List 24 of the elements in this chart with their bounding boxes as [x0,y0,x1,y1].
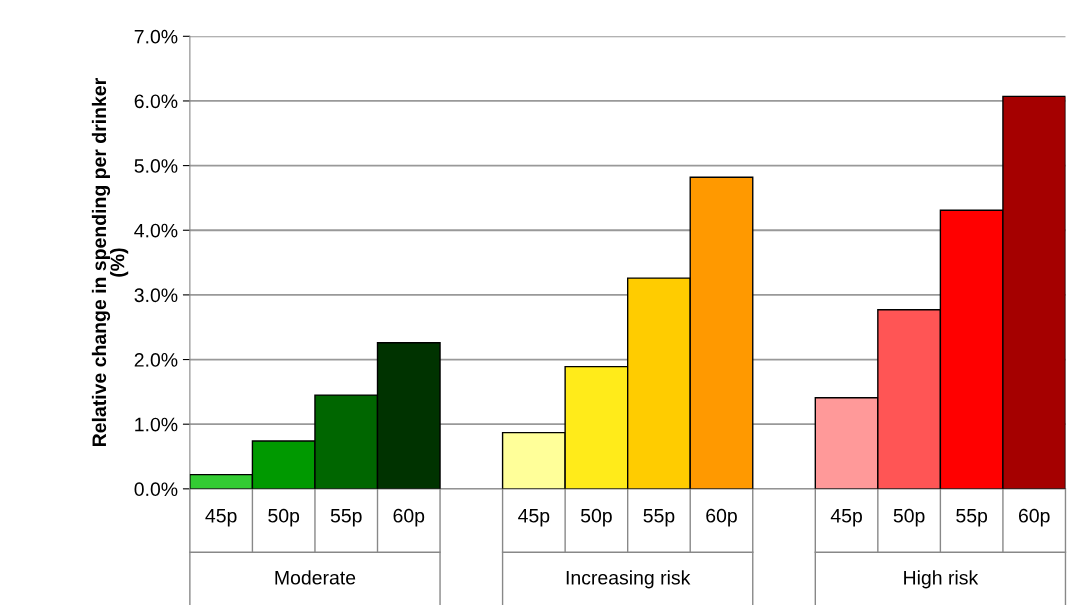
y-tick-label: 0.0% [134,482,178,497]
x-tick-label: 50p [268,508,300,527]
y-tick-label: 5.0% [134,159,178,173]
text: High risk [904,570,979,589]
x-tick-label: 55p [643,509,675,527]
y-tick-label: 1.0% [135,417,178,432]
text: Moderate [275,570,356,585]
y-tick-label: 7.0% [134,29,178,44]
x-tick-label: 60p [1018,508,1050,527]
x-tick-label: 55p [956,509,988,527]
y-axis-title: Relative change in spending per drinker (%) [91,78,129,447]
text: Increasing risk [566,570,691,589]
x-tick-label: 45p [205,509,237,527]
x-tick-label: 45p [830,509,862,527]
x-tick-label: 50p [893,508,925,527]
x-tick-label: 45p [518,509,550,527]
x-tick-label: 50p [580,508,612,527]
y-tick-label: 6.0% [134,94,178,109]
x-tick-label: 55p [330,509,362,527]
y-tick-label: 3.0% [134,288,178,303]
x-tick-label: 60p [393,508,425,527]
y-tick-label: 4.0% [134,223,178,238]
y-tick-label: 2.0% [134,353,178,367]
x-tick-label: 60p [706,508,737,527]
